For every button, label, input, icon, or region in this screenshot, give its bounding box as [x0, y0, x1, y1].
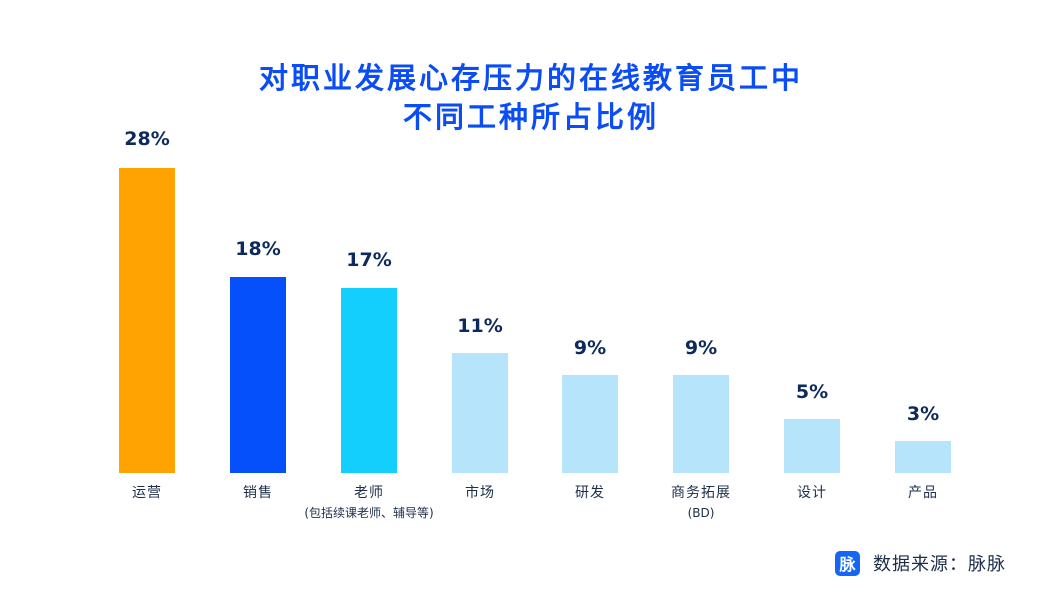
bar-运营 — [119, 168, 175, 473]
bar-市场 — [452, 353, 508, 473]
category-label: 商务拓展 (BD) — [611, 484, 791, 522]
value-label: 5% — [795, 381, 829, 403]
bar-研发 — [562, 375, 618, 473]
chart-title-line-1: 对职业发展心存压力的在线教育员工中 — [258, 61, 803, 95]
value-label: 18% — [235, 238, 281, 260]
chart-title-line-2: 不同工种所占比例 — [402, 100, 659, 134]
bar-产品 — [895, 441, 951, 473]
value-label: 9% — [573, 337, 607, 359]
category-label: 设计 — [797, 485, 827, 501]
source-label: 数据来源：脉脉 — [873, 554, 1006, 575]
category-label: 产品 — [908, 485, 938, 501]
category-label: 运营 — [132, 485, 162, 501]
category-label: 销售 — [243, 485, 273, 501]
bar-商务拓展 — [673, 375, 729, 473]
category-sublabel: (包括续课老师、辅导等) — [304, 506, 434, 520]
category-sublabel: (BD) — [687, 506, 715, 520]
data-source: 脉 数据来源：脉脉 — [835, 550, 1006, 576]
value-label: 11% — [457, 315, 503, 337]
value-label: 28% — [124, 128, 170, 150]
bar-销售 — [230, 277, 286, 473]
value-label: 9% — [684, 337, 718, 359]
category-label: 研发 — [575, 485, 605, 501]
value-label: 3% — [906, 403, 940, 425]
bar-设计 — [784, 419, 840, 473]
maimai-logo-icon: 脉 — [835, 550, 860, 576]
category-label: 市场 — [465, 485, 495, 501]
value-label: 17% — [346, 249, 392, 271]
bar-老师 — [341, 288, 397, 473]
category-label: 老师 (包括续课老师、辅导等) — [279, 484, 459, 522]
